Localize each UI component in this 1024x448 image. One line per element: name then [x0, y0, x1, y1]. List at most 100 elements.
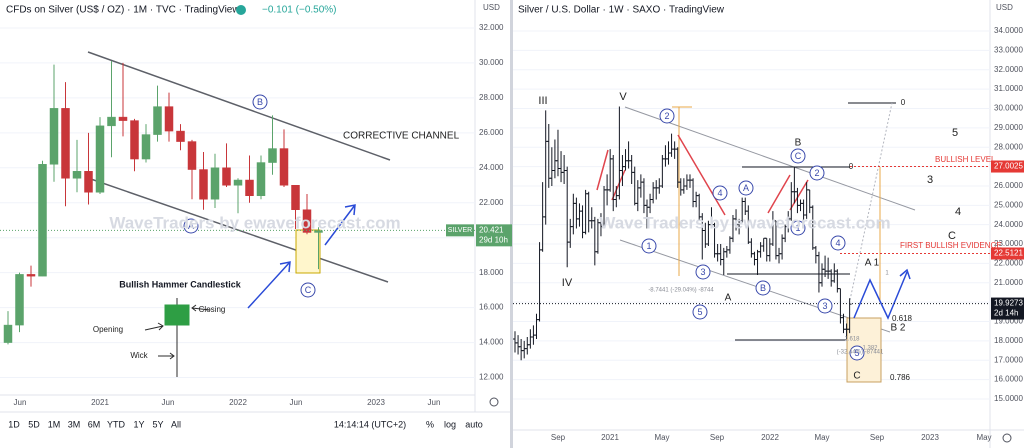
- range-button[interactable]: 5Y: [152, 419, 163, 429]
- settings-icon[interactable]: [489, 397, 499, 407]
- candle-body: [49, 108, 59, 165]
- ohlc-bar: [847, 298, 852, 334]
- x-tick-label: Sep: [551, 433, 566, 442]
- y-tick-label: 17.0000: [994, 355, 1023, 364]
- panel-divider: [510, 0, 513, 448]
- candle-body: [3, 324, 13, 343]
- right-drawings: [596, 102, 916, 383]
- candle-body: [15, 274, 24, 326]
- wave-circle: [849, 345, 865, 361]
- wave-circle: [183, 218, 199, 234]
- y-tick-label: 25.0000: [994, 200, 1023, 209]
- y-tick-label: 29.0000: [994, 123, 1023, 132]
- annotation: (-32.44%) -87441: [837, 350, 884, 356]
- channel-line: [624, 106, 916, 211]
- y-tick-label: 24.0000: [994, 220, 1023, 229]
- range-button[interactable]: 5D: [28, 419, 40, 429]
- channel-line: [619, 239, 891, 333]
- price-chip: [476, 224, 512, 247]
- range-button[interactable]: 1D: [8, 419, 20, 429]
- annotation: B: [795, 138, 802, 149]
- candle-body: [118, 116, 128, 121]
- candle-body: [199, 169, 208, 200]
- y-tick-label: 32.000: [479, 23, 504, 32]
- annotation: 0.786: [890, 373, 911, 382]
- wave-label: A: [743, 183, 749, 193]
- projection: [853, 268, 911, 320]
- annotation: 1: [885, 271, 889, 277]
- wave-circle: [692, 304, 708, 320]
- range-button[interactable]: 1M: [48, 419, 61, 429]
- y-tick-label: 28.000: [479, 93, 504, 102]
- chart-title: Silver / U.S. Dollar · 1W · SAXO · Tradi…: [518, 5, 725, 16]
- annotation: A 1: [865, 258, 880, 269]
- candle-body: [26, 274, 36, 277]
- annotation: 3: [927, 174, 933, 186]
- range-button[interactable]: 1Y: [133, 419, 144, 429]
- arrow: [191, 304, 211, 312]
- annotation: 4: [955, 206, 961, 218]
- annotation: V: [619, 91, 627, 103]
- x-tick-label: May: [976, 433, 991, 442]
- axis-option[interactable]: auto: [465, 419, 483, 429]
- wave-circle: [738, 180, 754, 196]
- candle-body: [233, 179, 243, 186]
- watermark: WaveTraders by ewaveforecast.com: [599, 213, 890, 232]
- y-tick-label: 26.000: [479, 128, 504, 137]
- price-change: −0.101 (−0.50%): [262, 5, 337, 16]
- annotation: Wick: [130, 351, 148, 360]
- wave-label: 1: [646, 241, 651, 251]
- axis-option[interactable]: %: [426, 419, 434, 429]
- annotation: 1.618: [844, 337, 860, 343]
- range-button[interactable]: 6M: [88, 419, 101, 429]
- candle-body: [164, 106, 174, 132]
- arrow: [158, 352, 175, 360]
- annotation: -8.7441 (-29.04%) -8744: [648, 288, 714, 294]
- candle-body: [72, 171, 82, 179]
- symbol-chip: [446, 224, 474, 237]
- watermark: WaveTraders by ewaveforecast.com: [109, 213, 400, 232]
- wave-circle: [755, 280, 771, 296]
- countdown: 29d 10h: [479, 235, 508, 244]
- y-tick-label: 28.0000: [994, 142, 1023, 151]
- price-chip-label: 27.0025: [994, 162, 1023, 171]
- candle-body: [107, 116, 116, 127]
- arrow: [247, 261, 291, 309]
- wave-label: B: [760, 283, 766, 293]
- y-tick-label: 26.0000: [994, 181, 1023, 190]
- y-unit: USD: [483, 3, 500, 12]
- y-tick-label: 12.000: [479, 373, 504, 382]
- annotation: C: [853, 371, 860, 382]
- y-tick-label: 33.0000: [994, 45, 1023, 54]
- price-chip-label: 22.5121: [994, 249, 1023, 258]
- candle-body: [84, 171, 93, 193]
- wave-circle: [252, 94, 268, 110]
- y-tick-label: 16.0000: [994, 375, 1023, 384]
- range-button[interactable]: All: [171, 419, 181, 429]
- axis-option[interactable]: log: [444, 419, 456, 429]
- level-text: BULLISH LEVEL: [935, 155, 996, 164]
- annotation: III: [538, 95, 547, 107]
- wave-circle: [641, 238, 657, 254]
- wave-circle: [712, 185, 728, 201]
- arrow: [324, 204, 356, 246]
- y-tick-label: 15.0000: [994, 394, 1023, 403]
- candle-body: [187, 141, 197, 170]
- settings-icon[interactable]: [1002, 433, 1012, 443]
- wave-line: [596, 134, 809, 216]
- wave-label: B: [257, 97, 263, 107]
- candle-body: [256, 162, 266, 197]
- wave-circle: [659, 108, 675, 124]
- candle-body: [38, 164, 47, 277]
- fib-line: [849, 102, 893, 301]
- range-button[interactable]: YTD: [107, 419, 126, 429]
- range-button[interactable]: 3M: [68, 419, 81, 429]
- wave-circle: [790, 220, 806, 236]
- y-tick-label: 22.000: [479, 198, 504, 207]
- candle-body: [222, 167, 231, 186]
- wave-circle: [830, 235, 846, 251]
- candle-body: [210, 167, 220, 200]
- status-dot: [236, 5, 246, 15]
- y-tick-label: 31.0000: [994, 84, 1023, 93]
